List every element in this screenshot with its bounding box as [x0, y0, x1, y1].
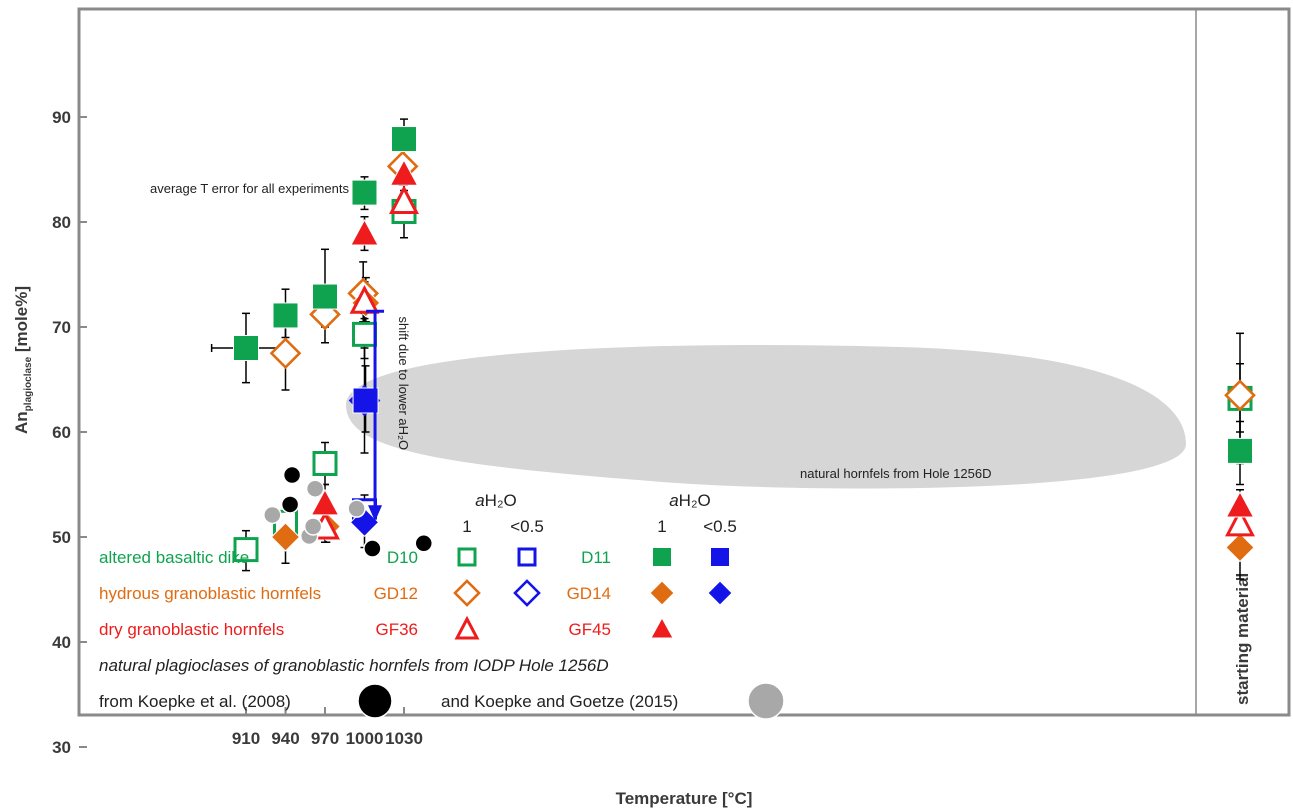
- legend-marker-koepke-2015: [747, 682, 785, 720]
- point-and-koepke-and-goetze-2015-: [305, 479, 325, 498]
- y-tick-label: 30: [52, 738, 71, 757]
- legend-code-open: GD12: [374, 584, 418, 603]
- legend-aH2O-header: aH₂O: [669, 491, 711, 510]
- starting-material-label: starting material: [1233, 573, 1252, 705]
- start-point-gf45: [1225, 490, 1255, 518]
- legend-code-filled: D11: [581, 548, 611, 567]
- y-axis-title: Anplagioclase [mole%]: [12, 286, 34, 434]
- point-d11: [272, 302, 299, 329]
- legend-marker-filled: [650, 616, 674, 639]
- point-gd14: [270, 522, 301, 552]
- point-gf45: [389, 159, 419, 186]
- legend-code-open: GF36: [375, 620, 418, 639]
- legend-marker-filled-low: [707, 580, 733, 606]
- point-d11: [233, 335, 259, 361]
- point-d11: [312, 283, 339, 310]
- y-tick-label: 50: [52, 528, 71, 547]
- legend-marker-filled-low: [710, 547, 730, 567]
- legend-aH2O-header: aH₂O: [475, 491, 517, 510]
- x-tick-label: 910: [232, 729, 260, 748]
- x-tick-label: 1030: [385, 729, 423, 748]
- point-d10: [233, 537, 259, 563]
- start-point-gf36: [1225, 507, 1255, 537]
- legend-row-label: hydrous granoblastic hornfels: [99, 584, 321, 603]
- legend-col-low: <0.5: [703, 517, 737, 536]
- legend-marker-filled: [652, 547, 672, 567]
- legend-marker-filled: [649, 580, 675, 606]
- x-axis-title: Temperature [°C]: [616, 789, 753, 808]
- legend-marker-open-low: [513, 579, 541, 607]
- point-and-koepke-and-goetze-2015-: [263, 505, 282, 525]
- legend-col-low: <0.5: [510, 517, 544, 536]
- point-from-koepke-et-al-2008-: [363, 539, 382, 558]
- legend-marker-open: [453, 579, 481, 607]
- start-point-gd14: [1225, 532, 1255, 563]
- point-d11: [391, 126, 418, 153]
- legend-koepke-2015: and Koepke and Goetze (2015): [441, 692, 678, 711]
- y-tick-label: 70: [52, 318, 71, 337]
- legend-row-label: dry granoblastic hornfels: [99, 620, 284, 639]
- plot-frame: [77, 7, 1291, 717]
- legend-row-label: altered basaltic dike: [99, 548, 249, 567]
- legend-marker-koepke-2008: [357, 683, 393, 719]
- legend-code-filled: GD14: [567, 584, 611, 603]
- legend-code-filled: GF45: [568, 620, 611, 639]
- point-and-koepke-and-goetze-2015-: [303, 517, 323, 536]
- point-gf36: [349, 285, 380, 314]
- y-tick-label: 90: [52, 108, 71, 127]
- point-gf45: [310, 488, 340, 516]
- legend-natural-title: natural plagioclases of granoblastic hor…: [99, 656, 609, 675]
- legend-col-1: 1: [657, 517, 666, 536]
- point-from-koepke-et-al-2008-: [282, 465, 302, 485]
- point-gf36: [389, 185, 419, 214]
- avg-T-error-label: average T error for all experiments: [150, 181, 349, 196]
- natural-hornfels-field: [346, 345, 1186, 489]
- start-point-d11: [1227, 437, 1253, 464]
- x-tick-label: 940: [271, 729, 299, 748]
- point-d10: [352, 321, 378, 347]
- legend-marker-open: [454, 615, 480, 640]
- y-tick-label: 80: [52, 213, 71, 232]
- point-from-koepke-et-al-2008-: [414, 534, 434, 553]
- x-tick-label: 970: [311, 729, 339, 748]
- y-tick-label: 40: [52, 633, 71, 652]
- point-from-koepke-et-al-2008-: [280, 495, 300, 514]
- legend-col-1: 1: [462, 517, 471, 536]
- legend-koepke-2008: from Koepke et al. (2008): [99, 692, 291, 711]
- legend-marker-open: [457, 547, 477, 567]
- y-tick-label: 60: [52, 423, 71, 442]
- shift-arrow-head: [368, 505, 383, 522]
- point-gd12: [269, 337, 302, 370]
- legend-code-open: D10: [387, 548, 418, 567]
- point-and-koepke-and-goetze-2015-: [347, 499, 366, 518]
- point-gf45: [350, 218, 379, 246]
- natural-hornfels-label: natural hornfels from Hole 1256D: [800, 466, 992, 481]
- x-tick-label: 1000: [346, 729, 384, 748]
- start-point-gd12: [1224, 379, 1256, 412]
- point-d10: [312, 451, 338, 476]
- legend-marker-open-low: [517, 547, 537, 567]
- point-d11: [351, 179, 378, 206]
- shift-arrow-label: shift due to lower aH₂O: [396, 317, 411, 451]
